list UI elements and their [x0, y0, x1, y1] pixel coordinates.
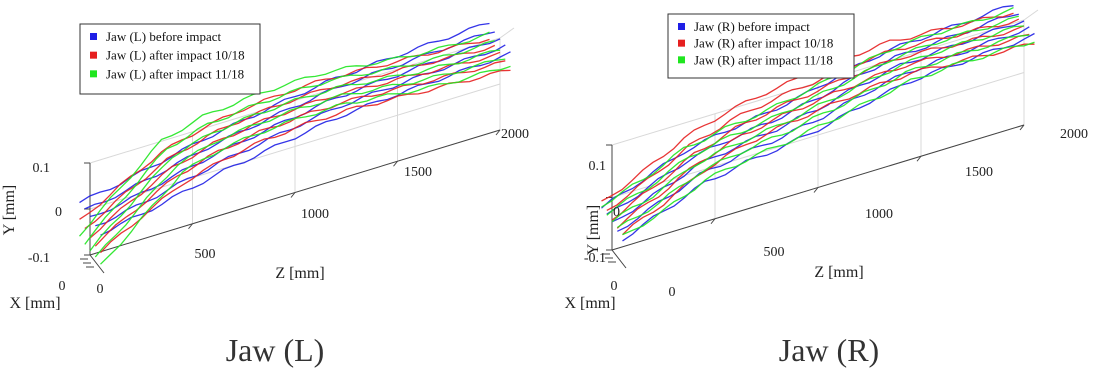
z-tick — [393, 160, 398, 167]
x-axis-label: X [mm] — [564, 295, 615, 312]
y-axis-label: Y [mm] — [1, 185, 18, 236]
data-trace — [95, 44, 506, 227]
data-trace — [100, 51, 511, 236]
data-trace — [100, 69, 511, 254]
legend-label: Jaw (L) after impact 11/18 — [106, 66, 244, 81]
depth-tick-label: 0 — [97, 282, 104, 297]
legend-label: Jaw (R) after impact 11/18 — [694, 52, 833, 67]
legend-swatch — [90, 51, 97, 59]
data-trace — [606, 18, 1020, 211]
legend-swatch — [678, 56, 685, 64]
legend-swatch — [90, 33, 97, 40]
chart-jaw-right: 500 1000 1500 2000 0.1 0 -0.1 0 0 Y [mm] Z [mm] X [… — [564, 5, 1088, 312]
legend-swatch — [678, 23, 685, 30]
tick-labels: 500 1000 1500 2000 0.1 0 -0.1 0 0 — [28, 127, 529, 297]
data-trace — [94, 60, 506, 247]
y-tick-label: -0.1 — [28, 251, 50, 266]
data-trace — [89, 49, 501, 252]
legend: Jaw (R) before impact Jaw (R) after impac… — [667, 13, 855, 79]
z-tick-label: 1000 — [301, 207, 329, 222]
chart-title-right: Jaw (R) — [778, 332, 880, 368]
legend-swatch — [90, 70, 97, 78]
chart-panel-right: 500 1000 1500 2000 0.1 0 -0.1 0 0 Y [mm] Z [mm] X [… — [554, 0, 1107, 330]
z-tick — [916, 155, 922, 162]
y-axis-label: Y [mm] — [585, 205, 602, 256]
data-trace — [606, 15, 1019, 216]
data-trace — [79, 22, 490, 204]
legend-box — [667, 13, 855, 79]
z-axis-label: Z [mm] — [814, 264, 863, 281]
z-tick — [710, 218, 716, 225]
depth-axis-line — [89, 254, 105, 274]
chart-panel-left: 500 1000 1500 2000 0.1 0 -0.1 0 0 Y [mm] Z [mm] X [… — [0, 0, 553, 330]
legend-label: Jaw (L) after impact 10/18 — [106, 48, 245, 63]
z-tick — [290, 192, 296, 198]
x-axis-label: X [mm] — [9, 295, 60, 312]
data-trace — [611, 25, 1025, 221]
z-tick — [495, 129, 501, 136]
z-axis-label: Z [mm] — [275, 265, 324, 282]
data-trace — [84, 39, 495, 245]
chart-title-left: Jaw (L) — [225, 332, 325, 368]
legend-label: Jaw (R) before impact — [694, 19, 810, 34]
data-trace — [601, 7, 1014, 208]
legend: Jaw (L) before impact Jaw (L) after impac… — [79, 23, 261, 95]
y-tick-label: 0.1 — [33, 161, 51, 176]
z-tick-label: 500 — [195, 247, 216, 262]
series-2 — [79, 31, 511, 265]
z-tick-label: 2000 — [1060, 127, 1088, 142]
data-trace — [79, 31, 490, 237]
depth-tick-label: 0 — [669, 285, 676, 300]
grid-line — [1023, 9, 1039, 21]
legend-label: Jaw (R) after impact 10/18 — [694, 36, 833, 51]
z-tick-label: 2000 — [501, 127, 529, 142]
series-traces — [601, 5, 1035, 242]
grid-line — [499, 27, 515, 39]
z-tick-label: 1500 — [965, 165, 993, 180]
grid-line — [89, 83, 501, 210]
depth-axis-line — [611, 249, 627, 269]
z-tick — [813, 187, 819, 193]
tick-labels: 500 1000 1500 2000 0.1 0 -0.1 0 0 — [584, 127, 1088, 300]
data-trace — [611, 25, 1025, 223]
z-tick — [1019, 124, 1025, 131]
z-tick-label: 1000 — [865, 207, 893, 222]
chart-jaw-left: 500 1000 1500 2000 0.1 0 -0.1 0 0 Y [mm] Z [mm] X [… — [1, 22, 529, 312]
legend-label: Jaw (L) before impact — [106, 29, 222, 44]
data-trace — [94, 58, 506, 258]
y-tick-label: 0.1 — [589, 159, 607, 174]
z-tick — [188, 223, 193, 230]
y-tick-label: 0 — [613, 205, 620, 220]
data-trace — [616, 34, 1030, 229]
data-trace — [100, 65, 511, 265]
data-trace — [617, 26, 1030, 232]
y-tick-label: 0 — [55, 205, 62, 220]
grid-line — [611, 19, 1025, 146]
series-2 — [601, 7, 1035, 236]
depth-tick-label: 0 — [59, 279, 66, 294]
data-trace — [84, 44, 496, 230]
y-tick-label: -0.1 — [584, 251, 606, 266]
depth-tick-label: 0 — [611, 279, 618, 294]
legend-swatch — [678, 39, 685, 47]
data-trace — [622, 41, 1035, 236]
axes — [80, 129, 501, 274]
series-traces — [79, 22, 511, 265]
z-tick-label: 1500 — [404, 165, 432, 180]
z-tick-label: 500 — [764, 245, 785, 260]
legend-box — [79, 23, 261, 95]
